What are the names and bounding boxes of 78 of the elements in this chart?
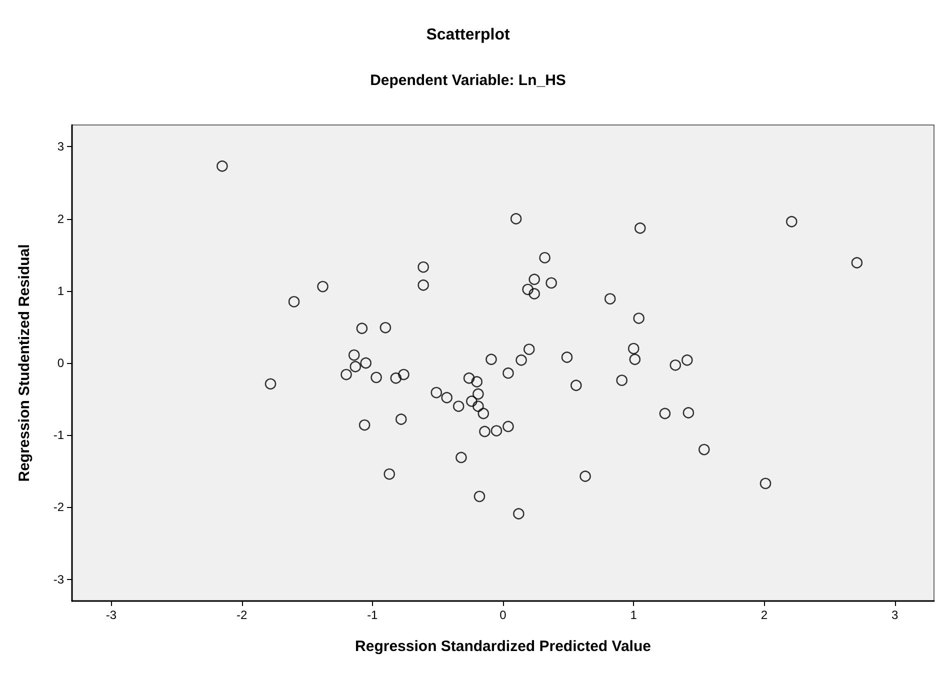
y-tick-label: 1: [57, 284, 64, 298]
chart-subtitle: Dependent Variable: Ln_HS: [370, 72, 566, 89]
point: [390, 372, 402, 384]
point: [348, 349, 360, 361]
x-tick-label: -1: [367, 608, 378, 622]
y-tick-label: 3: [57, 140, 64, 154]
point: [546, 277, 557, 289]
y-axis-title: Regression Studentized Residual: [16, 244, 33, 482]
chart-title: Scatterplot: [426, 26, 510, 44]
point: [486, 354, 497, 366]
point: [288, 296, 300, 308]
point: [466, 396, 478, 407]
point: [441, 392, 452, 404]
point: [513, 508, 524, 520]
x-tick-label: 1: [630, 608, 638, 622]
point: [760, 478, 772, 490]
point: [561, 352, 573, 363]
y-tick-label: -3: [53, 572, 64, 586]
point: [350, 360, 362, 372]
point: [616, 374, 628, 386]
point: [479, 426, 490, 438]
point: [384, 468, 396, 480]
point: [670, 360, 682, 371]
point: [580, 470, 591, 482]
point: [634, 222, 646, 234]
point: [463, 372, 475, 384]
point: [851, 257, 863, 268]
point: [682, 407, 694, 418]
point: [633, 312, 644, 324]
point: [358, 419, 370, 431]
point: [472, 388, 484, 400]
y-tick-label: -2: [53, 500, 64, 514]
point: [380, 322, 392, 334]
point: [370, 372, 382, 384]
point: [502, 420, 514, 432]
point: [430, 386, 442, 398]
x-tick-label: 2: [760, 608, 768, 622]
x-axis-title: Regression Standardized Predicted Value: [355, 638, 651, 655]
point: [395, 414, 407, 425]
point: [317, 280, 328, 292]
x-tick-label: 0: [500, 608, 507, 622]
point: [478, 408, 490, 420]
point: [528, 274, 540, 285]
point: [418, 261, 429, 273]
point: [522, 284, 534, 296]
point: [471, 376, 483, 388]
point: [570, 380, 582, 392]
point: [418, 279, 429, 291]
x-tick-label: -3: [106, 608, 117, 622]
point: [360, 357, 372, 369]
point: [490, 425, 502, 436]
point: [452, 400, 464, 412]
point: [398, 368, 410, 380]
point: [659, 408, 671, 420]
y-tick-label: -1: [53, 428, 64, 442]
point: [502, 367, 514, 379]
point: [698, 444, 710, 456]
point: [456, 452, 467, 464]
point: [786, 216, 798, 228]
point: [474, 490, 486, 502]
point: [216, 160, 228, 172]
point: [528, 288, 540, 300]
point: [539, 252, 550, 264]
x-tick-label: 3: [891, 608, 898, 622]
point: [629, 354, 641, 366]
point: [264, 378, 276, 390]
point: [472, 400, 484, 412]
point: [628, 342, 640, 354]
point: [510, 213, 522, 224]
point: [682, 354, 693, 366]
point: [523, 344, 535, 355]
y-tick-label: 2: [57, 212, 64, 226]
point: [516, 354, 527, 366]
x-tick-label: -2: [236, 608, 248, 622]
y-tick-label: 0: [57, 356, 64, 370]
point: [356, 322, 368, 334]
point: [604, 293, 616, 304]
point: [340, 368, 352, 380]
